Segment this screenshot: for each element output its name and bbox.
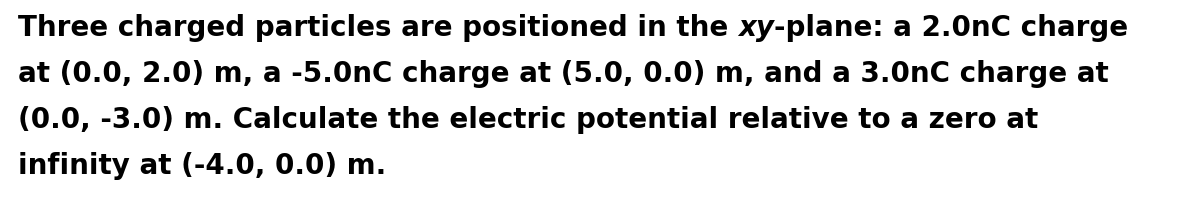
Text: (0.0, -3.0) m. Calculate the electric potential relative to a zero at: (0.0, -3.0) m. Calculate the electric po… <box>18 105 1038 133</box>
Text: at (0.0, 2.0) m, a -5.0nC charge at (5.0, 0.0) m, and a 3.0nC charge at: at (0.0, 2.0) m, a -5.0nC charge at (5.0… <box>18 60 1109 88</box>
Text: infinity at (-4.0, 0.0) m.: infinity at (-4.0, 0.0) m. <box>18 151 386 179</box>
Text: Three charged particles are positioned in the: Three charged particles are positioned i… <box>18 14 738 42</box>
Text: -plane: a 2.0nC charge: -plane: a 2.0nC charge <box>774 14 1128 42</box>
Text: xy: xy <box>738 14 774 42</box>
